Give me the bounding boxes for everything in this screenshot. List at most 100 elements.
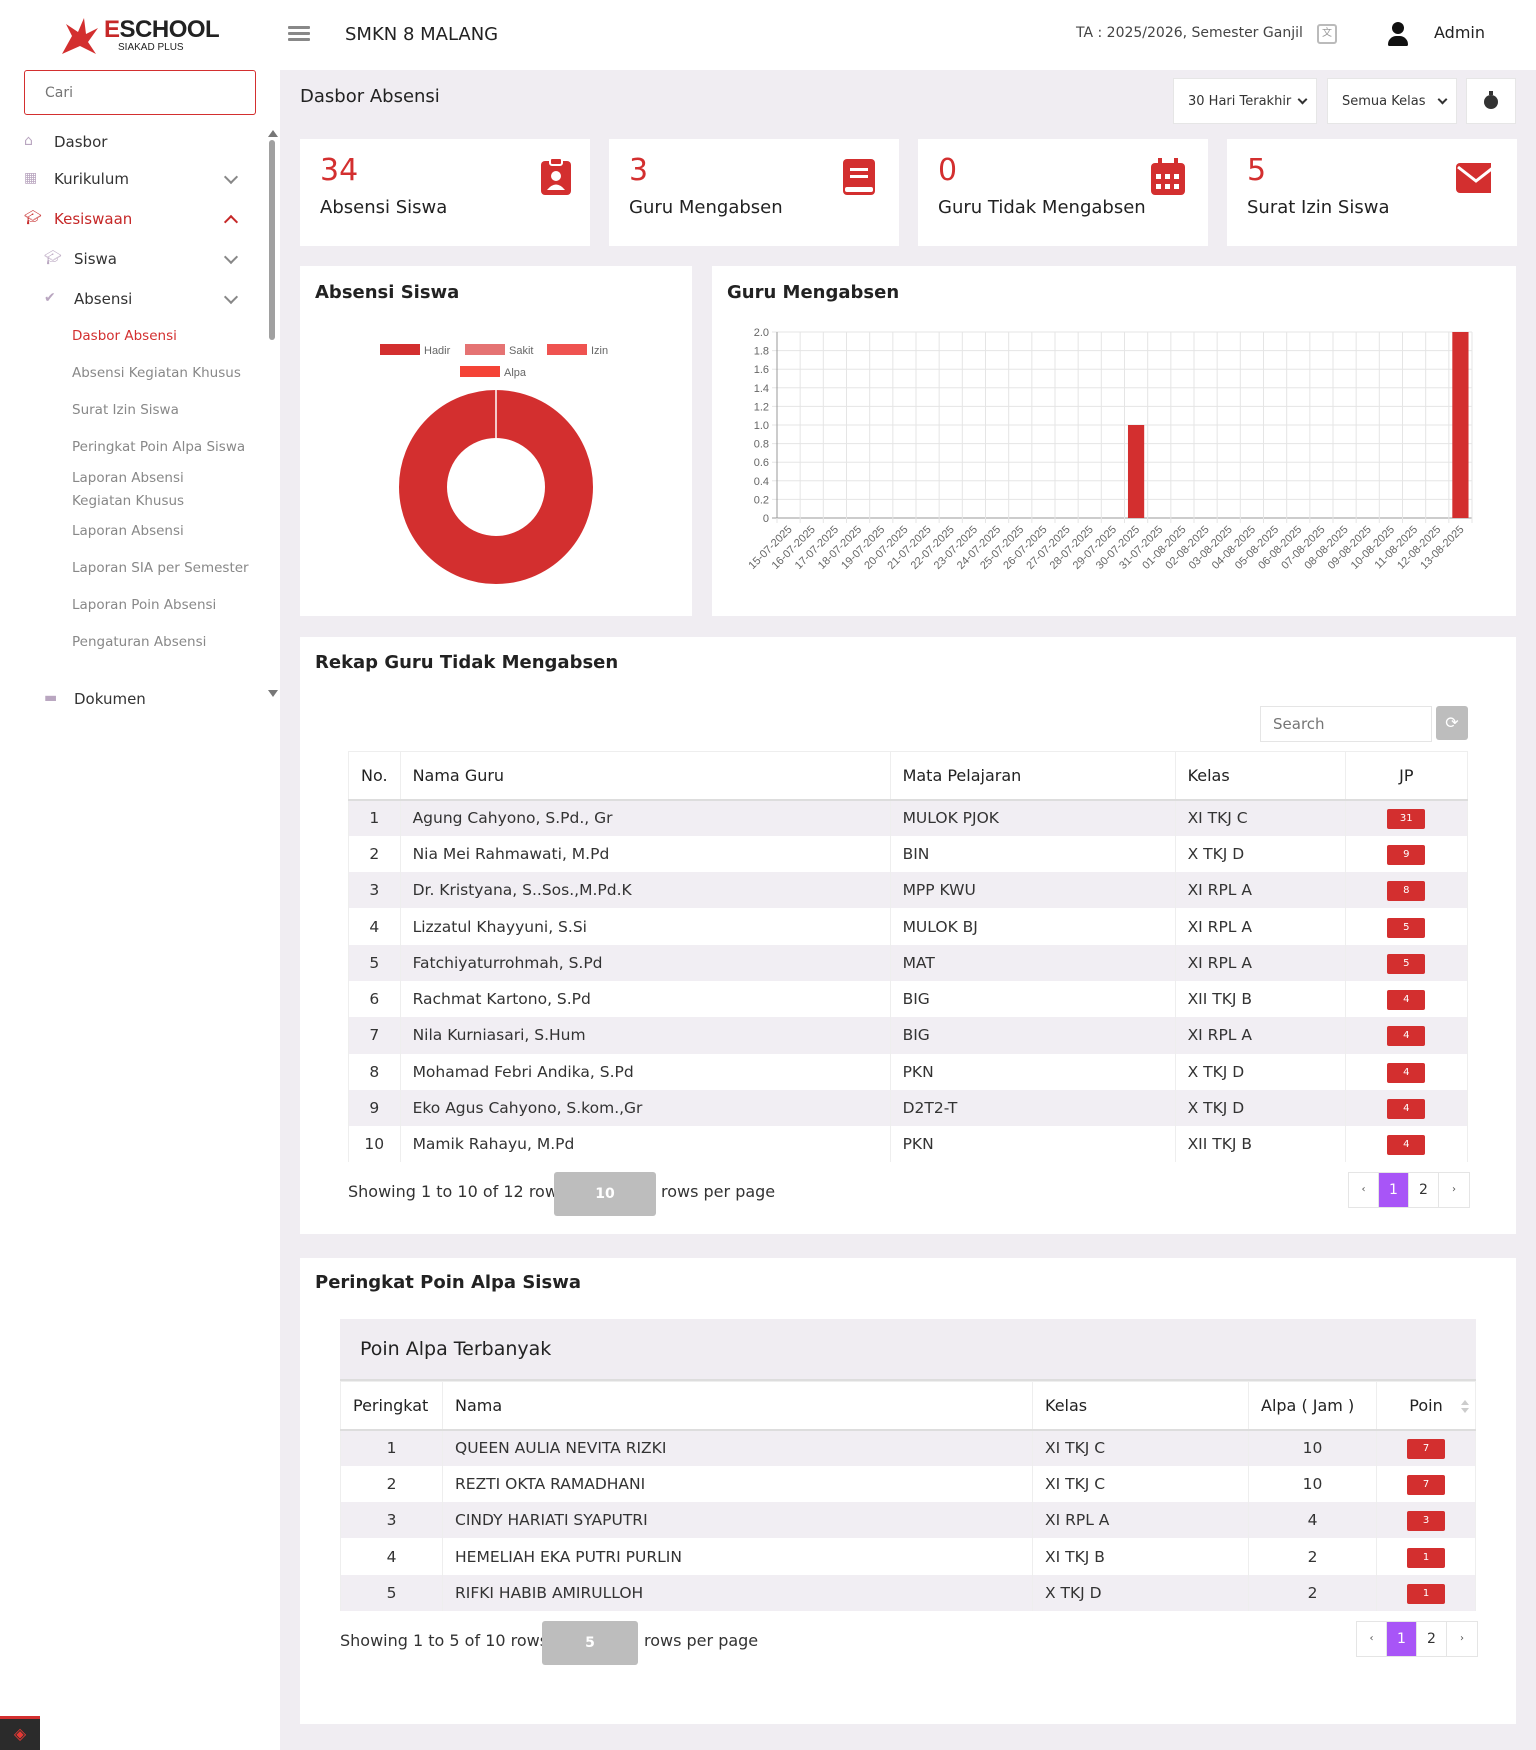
donut-slice-hadir[interactable] (399, 390, 593, 584)
table-row[interactable]: 1 QUEEN AULIA NEVITA RIZKI XI TKJ C 10 7 (340, 1429, 1476, 1466)
y-tick-label: 0 (763, 513, 769, 525)
y-tick-label: 1.6 (754, 364, 769, 376)
table-row[interactable]: 7 Nila Kurniasari, S.Hum BIG XI RPL A 4 (348, 1017, 1469, 1054)
sidebar-link-laporan-sia[interactable]: Laporan SIA per Semester (72, 560, 249, 576)
sidebar-link-laporan-absensi[interactable]: Laporan Absensi (72, 523, 184, 539)
legend-sakit[interactable]: Sakit (465, 344, 533, 357)
refresh-button[interactable]: ⟳ (1436, 706, 1468, 740)
sidebar-search-input[interactable] (24, 70, 256, 115)
sidebar-item-absensi[interactable]: ✔ Absensi (0, 289, 250, 310)
table-cell: 2 (348, 835, 401, 873)
sidebar-item-kurikulum[interactable]: ▦ Kurikulum (0, 169, 250, 190)
col-alpa[interactable]: Alpa ( Jam ) (1248, 1381, 1377, 1431)
table-cell: QUEEN AULIA NEVITA RIZKI (442, 1429, 1033, 1466)
eschool-logo[interactable]: ESCHOOL SIAKAD PLUS (58, 14, 220, 58)
table-cell: Mohamad Febri Andika, S.Pd (399, 1053, 891, 1090)
count-badge: 4 (1387, 990, 1426, 1011)
table-cell: 4 (348, 908, 401, 945)
sidebar-link-laporan-kegiatan[interactable]: Laporan Absensi Kegiatan Khusus (72, 470, 185, 509)
col-kelas[interactable]: Kelas (1174, 751, 1346, 801)
table-row[interactable]: 2 REZTI OKTA RAMADHANI XI TKJ C 10 7 (340, 1465, 1476, 1503)
user-icon[interactable] (1387, 22, 1409, 48)
page-1-button[interactable]: 1 (1387, 1622, 1417, 1656)
stat-guru-mengabsen[interactable]: 3 Guru Mengabsen (609, 139, 899, 246)
legend-alpa[interactable]: Alpa (460, 366, 526, 379)
col-peringkat[interactable]: Peringkat (340, 1381, 443, 1431)
menu-toggle-icon[interactable] (288, 26, 310, 42)
table-row[interactable]: 6 Rachmat Kartono, S.Pd BIG XII TKJ B 4 (348, 980, 1469, 1018)
sidebar-item-kesiswaan[interactable]: 🎓︎ Kesiswaan (0, 210, 250, 230)
table-row[interactable]: 8 Mohamad Febri Andika, S.Pd PKN X TKJ D 4 (348, 1053, 1469, 1090)
stopwatch-icon (1484, 95, 1498, 109)
table-cell: HEMELIAH EKA PUTRI PURLIN (442, 1538, 1033, 1575)
table-cell: MPP KWU (889, 872, 1176, 909)
bar-13-08-2025[interactable] (1452, 332, 1469, 518)
table-row[interactable]: 4 Lizzatul Khayyuni, S.Si MULOK BJ XI RPL A… (348, 908, 1469, 945)
count-badge: 5 (1387, 953, 1426, 974)
next-page-button[interactable]: › (1452, 1184, 1456, 1195)
page-title: Dasbor Absensi (300, 86, 440, 107)
col-jp[interactable]: JP (1344, 751, 1469, 801)
rekap-search-input[interactable] (1260, 706, 1432, 742)
sidebar-item-dasbor[interactable]: ⌂ Dasbor (24, 133, 108, 151)
auto-refresh-button[interactable] (1466, 78, 1516, 124)
col-no[interactable]: No. (348, 751, 401, 801)
col-nama-guru[interactable]: Nama Guru (399, 751, 891, 801)
peringkat-card: Peringkat Poin Alpa Siswa Poin Alpa Terb… (300, 1258, 1516, 1724)
stat-absensi-siswa[interactable]: 34 Absensi Siswa (300, 139, 590, 246)
y-tick-label: 0.6 (754, 457, 769, 469)
sort-icon[interactable] (1461, 1400, 1469, 1414)
sidebar-link-pengaturan[interactable]: Pengaturan Absensi (72, 634, 207, 650)
class-select[interactable]: Semua Kelas (1327, 78, 1457, 124)
page-1-button[interactable]: 1 (1379, 1173, 1409, 1207)
scroll-down-icon[interactable] (268, 690, 278, 697)
col-nama[interactable]: Nama (442, 1381, 1033, 1431)
user-name[interactable]: Admin (1434, 23, 1485, 42)
col-kelas[interactable]: Kelas (1032, 1381, 1249, 1431)
bar-30-07-2025[interactable] (1127, 425, 1145, 518)
sidebar-item-siswa[interactable]: 🎓︎ Siswa (0, 249, 250, 270)
page-2-button[interactable]: 2 (1409, 1173, 1439, 1207)
col-poin[interactable]: Poin (1376, 1381, 1476, 1431)
laravel-icon[interactable]: ◈ (0, 1716, 40, 1750)
stat-surat-izin[interactable]: 5 Surat Izin Siswa (1227, 139, 1517, 246)
sidebar-link-surat-izin[interactable]: Surat Izin Siswa (72, 402, 179, 418)
table-row[interactable]: 10 Mamik Rahayu, M.Pd PKN XII TKJ B 4 (348, 1126, 1469, 1163)
poin-panel-heading: Poin Alpa Terbanyak (340, 1319, 1476, 1381)
peringkat-page-size-button[interactable]: 5 (542, 1621, 638, 1665)
next-page-button[interactable]: › (1460, 1633, 1464, 1644)
top-bar: ESCHOOL SIAKAD PLUS SMKN 8 MALANG TA : 2… (0, 0, 1536, 70)
rekap-page-size-button[interactable]: 10 (554, 1172, 656, 1216)
count-badge: 9 (1387, 844, 1426, 865)
y-tick-label: 2.0 (754, 327, 769, 339)
sidebar-link-peringkat-poin[interactable]: Peringkat Poin Alpa Siswa (72, 439, 246, 455)
legend-izin[interactable]: Izin (547, 344, 608, 357)
scroll-up-icon[interactable] (268, 130, 278, 137)
page-2-button[interactable]: 2 (1417, 1622, 1447, 1656)
rekap-showing-text: Showing 1 to 10 of 12 rows (348, 1182, 567, 1201)
sidebar-link-dasbor-absensi[interactable]: Dasbor Absensi (72, 328, 177, 344)
sidebar-link-absensi-kegiatan[interactable]: Absensi Kegiatan Khusus (72, 365, 241, 381)
table-row[interactable]: 9 Eko Agus Cahyono, S.kom.,Gr D2T2-T X TKJ … (348, 1089, 1469, 1127)
table-row[interactable]: 1 Agung Cahyono, S.Pd., Gr MULOK PJOK XI TK… (348, 799, 1469, 836)
table-row[interactable]: 3 Dr. Kristyana, S..Sos.,M.Pd.K MPP KWU XI … (348, 872, 1469, 909)
scroll-thumb[interactable] (269, 140, 275, 340)
sidebar-item-dokumen[interactable]: ▬ Dokumen (44, 690, 146, 708)
y-tick-label: 0.2 (754, 494, 769, 506)
table-row[interactable]: 2 Nia Mei Rahmawati, M.Pd BIN X TKJ D 9 (348, 835, 1469, 873)
col-mata-pelajaran[interactable]: Mata Pelajaran (889, 751, 1176, 801)
table-cell: 6 (348, 980, 401, 1018)
prev-page-button[interactable]: ‹ (1349, 1173, 1379, 1207)
date-range-select[interactable]: 30 Hari Terakhir (1173, 78, 1317, 124)
stat-guru-tidak-mengabsen[interactable]: 0 Guru Tidak Mengabsen (918, 139, 1208, 246)
legend-hadir[interactable]: Hadir (380, 344, 450, 357)
language-icon[interactable]: 文 (1317, 24, 1337, 44)
cell-badge: 5 (1344, 908, 1469, 945)
prev-page-button[interactable]: ‹ (1357, 1622, 1387, 1656)
sidebar-link-laporan-poin[interactable]: Laporan Poin Absensi (72, 597, 217, 613)
sidebar-scrollbar[interactable] (268, 130, 278, 700)
